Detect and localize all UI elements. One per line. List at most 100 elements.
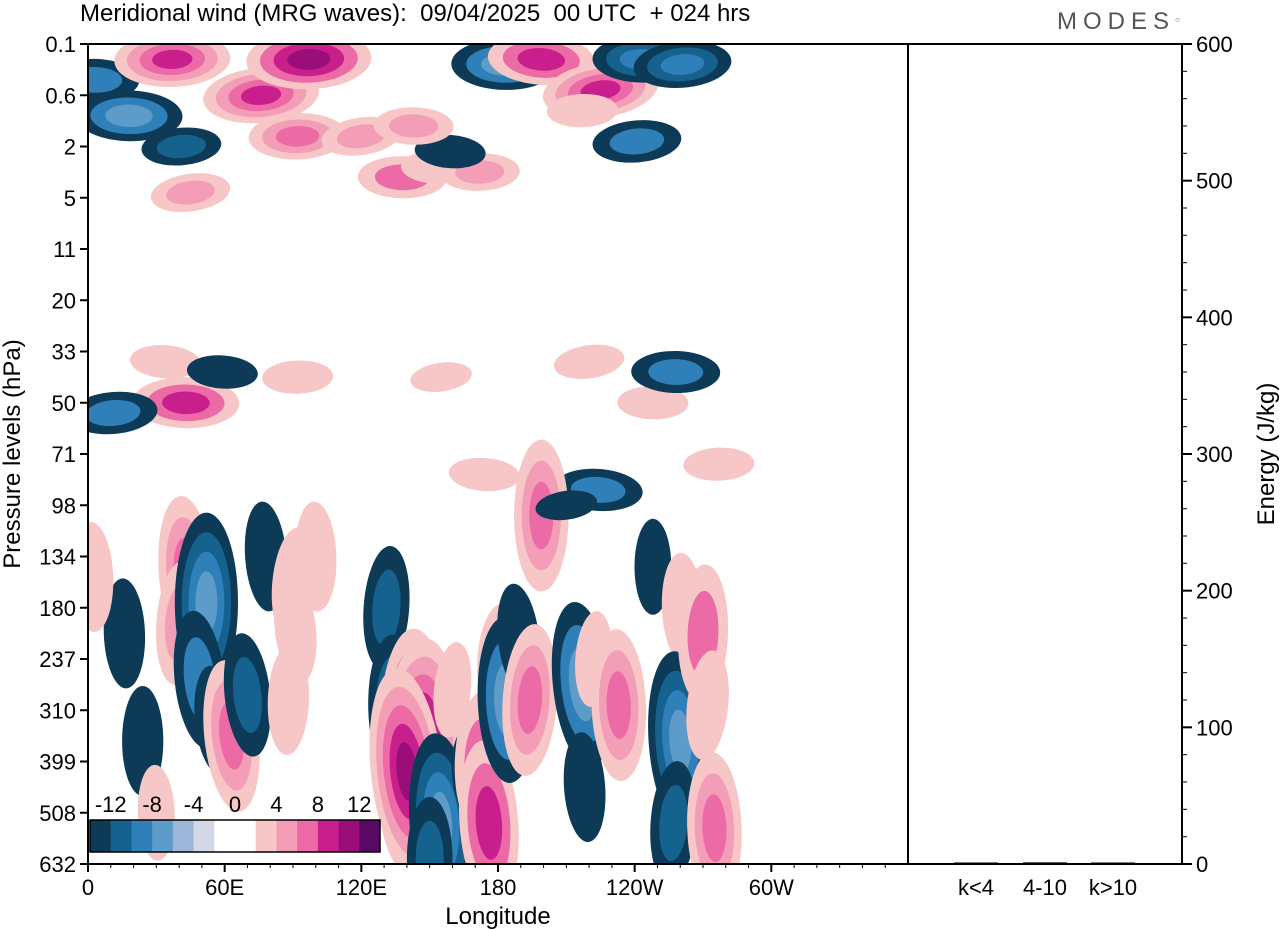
contour-band	[535, 490, 598, 521]
contour-band	[517, 666, 543, 734]
y-tick-label: 0.1	[45, 32, 76, 57]
contour-band	[517, 48, 566, 71]
contour-band	[103, 578, 146, 689]
wind-anomaly-28	[617, 386, 689, 420]
wind-anomaly-71	[686, 650, 729, 760]
colorbar: -12 -8 -4 0 4 8 12	[89, 792, 381, 853]
wind-anomaly-63	[563, 732, 606, 842]
chart-title: Meridional wind (MRG waves): 09/04/2025 …	[80, 0, 751, 27]
wind-anomaly-0	[88, 58, 140, 101]
wind-anomaly-2	[114, 44, 231, 88]
wind-anomaly-59	[502, 624, 558, 776]
wind-anomaly-51	[406, 796, 453, 864]
contour-band	[415, 820, 444, 864]
contour-band	[186, 355, 258, 389]
wind-anomaly-20	[592, 120, 682, 163]
wind-anomaly-61	[535, 490, 598, 521]
contour-band	[433, 642, 472, 738]
wind-anomaly-29	[631, 350, 721, 394]
colorbar-frame	[89, 819, 381, 853]
x-axis-title: Longitude	[445, 903, 550, 930]
colorbar-label: -12	[95, 792, 127, 817]
contour-band	[162, 391, 210, 415]
wind-anomaly-19	[373, 107, 454, 145]
colorbar-swatch	[214, 820, 236, 852]
wind-anomaly-5	[150, 173, 231, 213]
energy-category-label: k>10	[1089, 875, 1137, 900]
contour-band	[669, 709, 692, 773]
wind-anomaly-42	[295, 501, 337, 612]
contour-band	[336, 124, 386, 149]
contour-band	[448, 457, 520, 492]
colorbar-swatch	[110, 820, 132, 852]
y-tick-label: 11	[53, 237, 76, 262]
modes-logo: MODES○	[1057, 8, 1180, 36]
energy-axis: 0 100 200 300 400 500 600	[1182, 32, 1233, 877]
wind-anomaly-6	[246, 44, 372, 90]
wind-anomaly-72	[687, 752, 742, 864]
contour-band	[686, 650, 729, 760]
contour-band	[702, 794, 727, 862]
y-tick-label: 0.6	[45, 83, 76, 108]
contour-band	[275, 125, 320, 147]
wind-anomaly-24	[186, 355, 258, 389]
y-tick-label: 632	[39, 852, 76, 877]
contour-band	[88, 522, 114, 632]
contour-band	[295, 501, 337, 612]
energy-category-label: k<4	[958, 875, 994, 900]
wind-anomaly-66	[634, 518, 672, 615]
wind-anomaly-73	[433, 642, 472, 738]
x-tick-label: 180	[480, 875, 517, 900]
wind-anomaly-26	[410, 362, 472, 392]
energy-bars: k<4 4-10 k>10	[954, 862, 1137, 900]
contour-band	[262, 360, 334, 394]
colorbar-swatch	[131, 820, 153, 852]
y-tick-label: 134	[39, 545, 76, 570]
contour-band	[372, 569, 401, 646]
contour-band	[683, 447, 755, 481]
contour-band	[274, 573, 317, 684]
colorbar-label: -8	[142, 792, 162, 817]
wind-anomaly-44	[274, 573, 317, 684]
contour-band	[88, 399, 141, 427]
logo-mark-icon: ○	[1175, 15, 1180, 24]
contour-band	[88, 66, 123, 93]
energy-tick-label: 100	[1196, 715, 1233, 740]
colorbar-swatch	[317, 820, 340, 852]
contour-band	[410, 362, 472, 392]
y-tick-label: 20	[52, 288, 76, 313]
x-tick-label: 120E	[336, 875, 387, 900]
x-tick-label: 120W	[606, 875, 664, 900]
colorbar-swatch	[235, 820, 257, 852]
contour-band	[240, 85, 282, 106]
energy-tick-label: 0	[1196, 852, 1208, 877]
contour-band	[166, 180, 215, 205]
colorbar-swatch	[276, 820, 298, 852]
contour-band	[563, 732, 606, 842]
wind-anomaly-23	[88, 391, 158, 435]
wind-anomaly-3	[141, 127, 222, 166]
energy-tick-label: 300	[1196, 442, 1233, 467]
y-tick-label: 310	[39, 698, 76, 723]
contour-band	[660, 54, 705, 75]
wind-anomaly-22	[132, 377, 240, 429]
wind-anomaly-25	[262, 360, 334, 394]
wind-anomaly-69	[650, 761, 697, 864]
y-tick-label: 237	[39, 647, 76, 672]
wind-anomaly-7	[248, 113, 347, 160]
wind-anomaly-56	[459, 740, 519, 864]
contour-band	[475, 786, 503, 860]
contour-band	[659, 784, 688, 862]
contour-band	[152, 49, 193, 70]
contour-band	[634, 518, 672, 615]
wind-anomaly-21	[129, 345, 201, 379]
wind-anomaly-16	[633, 44, 732, 89]
colorbar-swatch	[90, 820, 112, 852]
contour-band	[156, 134, 206, 159]
wind-anomaly-76	[88, 522, 114, 632]
contour-band	[389, 114, 439, 138]
wind-anomaly-1	[88, 90, 183, 142]
wind-anomaly-65	[591, 629, 647, 782]
logo-text: MODES	[1057, 8, 1176, 35]
colorbar-swatch	[172, 820, 195, 852]
